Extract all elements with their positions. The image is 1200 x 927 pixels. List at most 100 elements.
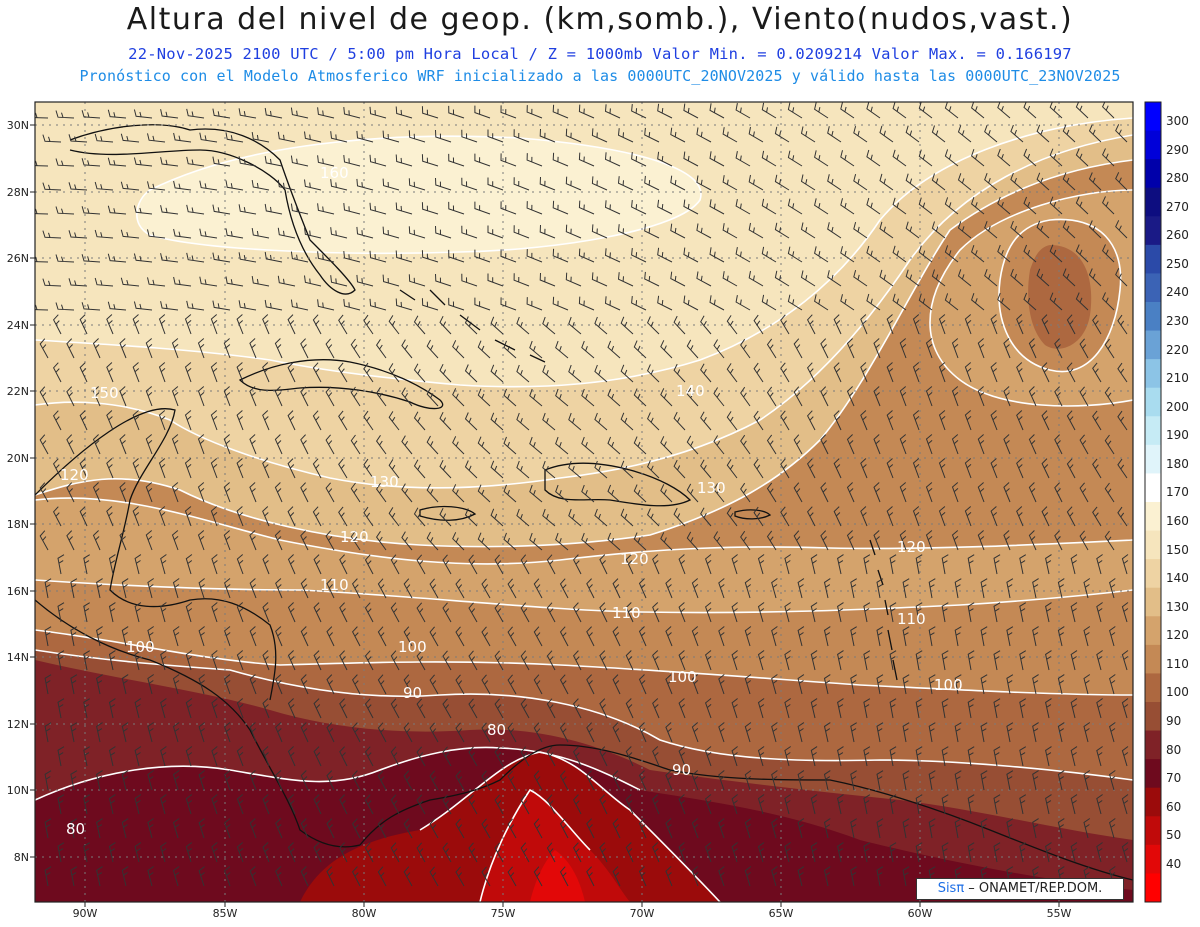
wind-barb: [604, 104, 621, 119]
wind-barb: [133, 301, 153, 311]
wind-barb: [52, 458, 62, 479]
wind-barb: [429, 722, 439, 743]
wind-barb: [748, 270, 764, 287]
wind-barb: [388, 363, 400, 383]
wind-barb: [705, 794, 712, 815]
wind-barb: [198, 866, 205, 887]
wind-barb: [647, 364, 660, 383]
wind-barb: [647, 508, 660, 527]
wind-barb: [421, 202, 439, 215]
wind-barb: [147, 277, 166, 287]
contour-label: 90: [672, 761, 691, 779]
wind-barb: [224, 674, 231, 695]
wind-barb: [448, 105, 465, 119]
wind-barb: [474, 249, 491, 263]
wind-barb: [977, 386, 985, 407]
wind-barb: [555, 340, 569, 359]
wind-barb: [860, 410, 868, 431]
wind-barb: [147, 133, 166, 143]
wind-barb: [377, 722, 387, 743]
wind-barb: [850, 722, 857, 743]
wind-barb: [66, 386, 75, 407]
wind-barb: [1036, 172, 1050, 191]
wind-barb: [744, 578, 752, 599]
wind-barb: [1117, 458, 1128, 479]
wind-barb: [902, 866, 910, 887]
wind-barb: [837, 794, 844, 815]
wind-barb: [866, 245, 881, 263]
wind-barb: [300, 722, 309, 743]
wind-barb: [863, 746, 871, 767]
wind-barb: [625, 554, 634, 575]
wind-barb: [1041, 410, 1050, 431]
wind-barb: [586, 578, 595, 599]
legend-swatch: [1145, 444, 1161, 474]
contour-lines: [35, 117, 1133, 902]
wind-barb: [395, 250, 413, 263]
lesser-antilles: [869, 539, 898, 681]
wind-barb: [757, 746, 765, 767]
wind-barb: [413, 363, 426, 383]
wind-barb: [198, 674, 205, 695]
wind-barb: [964, 506, 972, 527]
wind-barb: [850, 866, 857, 887]
wind-barb: [198, 770, 205, 791]
wind-barb: [967, 746, 975, 767]
wind-barb: [657, 295, 673, 311]
wind-barb: [395, 154, 413, 167]
wind-barb: [474, 201, 491, 215]
wind-barb: [44, 770, 52, 791]
wind-barb: [326, 770, 335, 791]
wind-barb: [351, 722, 361, 743]
wind-barb: [810, 794, 818, 815]
wind-barb: [578, 248, 595, 263]
wind-barb: [339, 746, 348, 767]
wind-barb: [633, 436, 647, 455]
wind-barb: [559, 818, 569, 839]
wind-barb: [339, 650, 348, 671]
legend-level-label: 190: [1166, 428, 1189, 443]
wind-barb: [79, 314, 88, 335]
map-title: Altura del nivel de geop. (km,somb.), Vi…: [126, 2, 1074, 37]
wind-barb: [873, 530, 881, 551]
wind-barb: [954, 626, 962, 647]
contour-label: 120: [60, 466, 89, 484]
wind-barb: [108, 794, 116, 815]
wind-barb: [351, 818, 361, 839]
wind-barb: [262, 362, 270, 383]
wind-barb: [369, 250, 387, 263]
wind-barb: [134, 842, 142, 863]
wind-barb: [275, 818, 283, 839]
wind-barb: [905, 269, 920, 287]
wind-barb: [481, 818, 491, 839]
wind-barb: [452, 388, 465, 407]
wind-barb: [435, 177, 452, 191]
wind-barb: [572, 602, 582, 623]
wind-barb: [401, 483, 413, 503]
wind-barb: [464, 316, 478, 335]
wind-barb: [850, 770, 857, 791]
wind-barb: [997, 148, 1011, 167]
wind-barb: [287, 554, 296, 575]
wind-barb: [132, 458, 140, 479]
wind-barb: [507, 626, 517, 647]
wind-barb: [594, 316, 608, 335]
wind-barb: [416, 746, 426, 767]
wind-barb: [160, 650, 167, 671]
wind-barb: [581, 484, 595, 503]
wind-barb: [160, 109, 179, 119]
wind-barb: [846, 386, 855, 407]
wind-barb: [108, 842, 116, 863]
wind-barb: [660, 436, 673, 455]
wind-barb: [1075, 244, 1089, 263]
wind-barb: [313, 698, 322, 719]
wind-barb: [330, 227, 348, 239]
wind-barb: [607, 532, 621, 551]
wind-barb: [262, 554, 270, 575]
wind-barb: [494, 746, 504, 767]
wind-barb: [448, 249, 465, 263]
wind-barb: [338, 410, 348, 431]
wind-barb: [70, 722, 78, 743]
wind-barb: [351, 866, 361, 887]
wind-barb: [121, 818, 129, 839]
